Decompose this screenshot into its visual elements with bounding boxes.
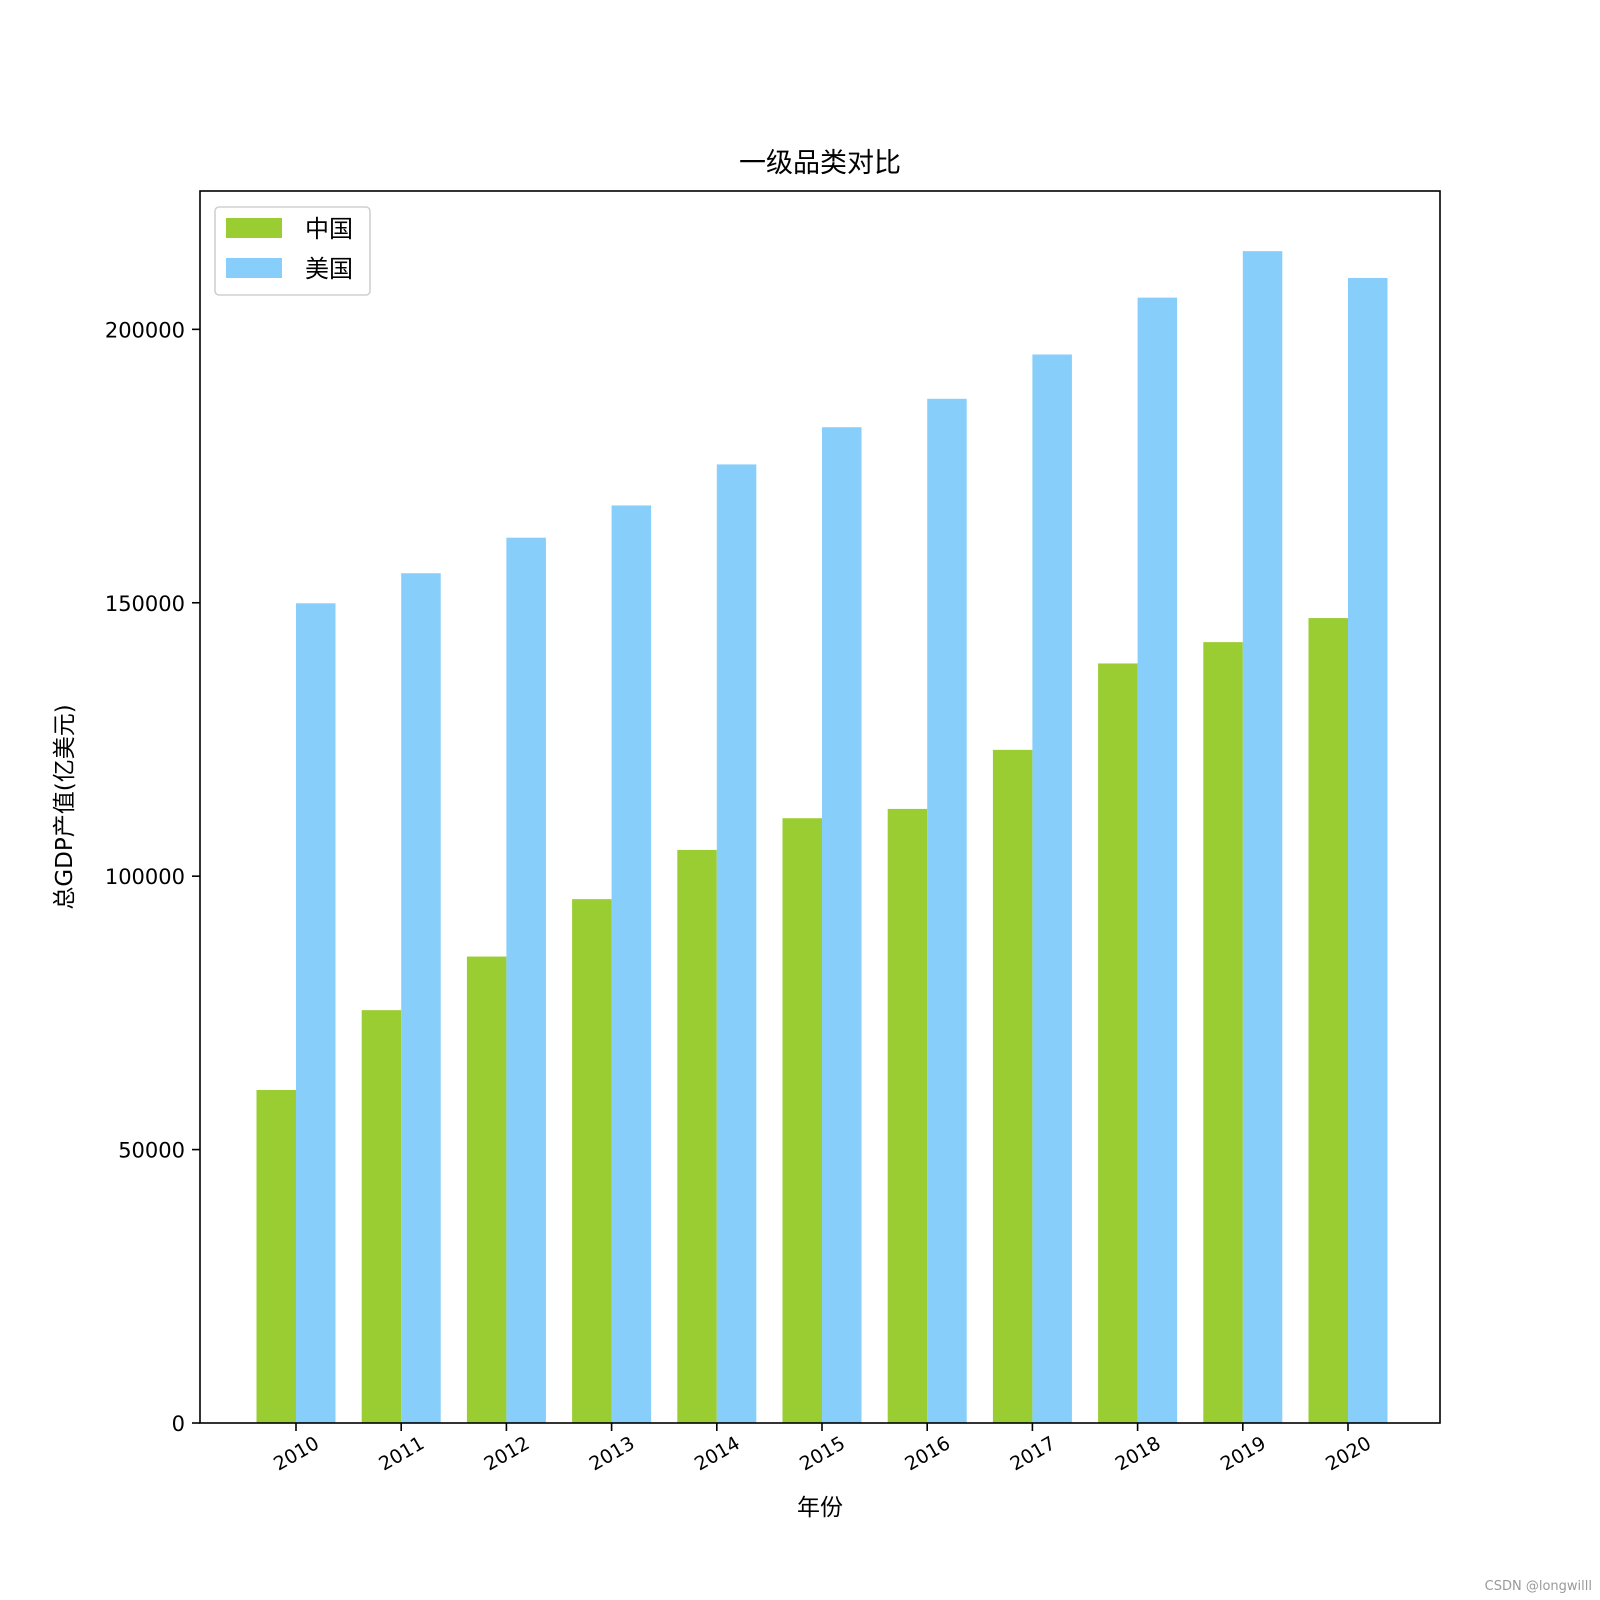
x-tick-label: 2015 bbox=[796, 1432, 849, 1475]
y-tick-label: 100000 bbox=[105, 865, 185, 889]
bar-usa-2013 bbox=[611, 505, 652, 1424]
bar-usa-2014 bbox=[716, 464, 757, 1424]
x-tick-label: 2020 bbox=[1322, 1432, 1375, 1475]
x-tick-label: 2011 bbox=[375, 1432, 428, 1475]
bar-usa-2018 bbox=[1137, 297, 1178, 1424]
x-tick-label: 2018 bbox=[1112, 1432, 1165, 1475]
plot-frame bbox=[199, 190, 1441, 1424]
bar-china-2019 bbox=[1203, 642, 1243, 1423]
legend-label-usa: 美国 bbox=[305, 255, 353, 283]
bar-china-2020 bbox=[1308, 618, 1348, 1423]
bar-usa-2010 bbox=[296, 603, 336, 1423]
bar-china-2015 bbox=[782, 818, 822, 1423]
x-tick-label: 2019 bbox=[1217, 1432, 1270, 1475]
y-tick-label: 50000 bbox=[118, 1139, 185, 1163]
bar-usa-2016 bbox=[927, 398, 967, 1423]
x-tick-label: 2014 bbox=[691, 1432, 744, 1475]
x-tick-label: 2010 bbox=[270, 1432, 323, 1475]
watermark: CSDN @longwilll bbox=[1484, 1579, 1592, 1594]
bar-china-2018 bbox=[1098, 663, 1138, 1423]
legend-swatch-usa bbox=[226, 258, 282, 278]
bar-china-2012 bbox=[466, 956, 507, 1423]
legend-swatch-china bbox=[226, 218, 282, 238]
bar-usa-2019 bbox=[1242, 251, 1283, 1424]
y-axis-label: 总GDP产值(亿美元) bbox=[52, 704, 78, 909]
x-tick-label: 2012 bbox=[480, 1432, 533, 1475]
y-tick-label: 0 bbox=[172, 1412, 185, 1436]
y-axis-ticks: 0 50000 100000 150000 200000 bbox=[105, 318, 200, 1436]
bar-usa-2011 bbox=[401, 573, 441, 1423]
bar-usa-2017 bbox=[1032, 354, 1072, 1423]
bar-usa-2012 bbox=[506, 537, 546, 1423]
x-tick-label: 2013 bbox=[586, 1432, 639, 1475]
bar-china-2010 bbox=[256, 1089, 296, 1423]
y-tick-label: 200000 bbox=[105, 318, 185, 342]
bar-china-2013 bbox=[572, 899, 612, 1423]
x-axis-ticks: 2010 2011 2012 2013 2014 2015 2016 2017 2018 2019… bbox=[270, 1423, 1375, 1475]
bar-china-2014 bbox=[677, 849, 717, 1423]
x-tick-label: 2016 bbox=[901, 1432, 954, 1475]
chart-title: 一级品类对比 bbox=[739, 148, 901, 179]
bar-usa-2015 bbox=[822, 427, 862, 1424]
bar-china-2016 bbox=[887, 808, 928, 1423]
x-axis-label: 年份 bbox=[797, 1495, 843, 1521]
bar-usa-2020 bbox=[1348, 277, 1388, 1423]
legend-label-china: 中国 bbox=[305, 215, 353, 243]
y-tick-label: 150000 bbox=[105, 592, 185, 616]
bars-group bbox=[256, 251, 1388, 1424]
bar-china-2011 bbox=[361, 1010, 402, 1423]
x-tick-label: 2017 bbox=[1006, 1432, 1059, 1475]
bar-china-2017 bbox=[992, 749, 1033, 1423]
